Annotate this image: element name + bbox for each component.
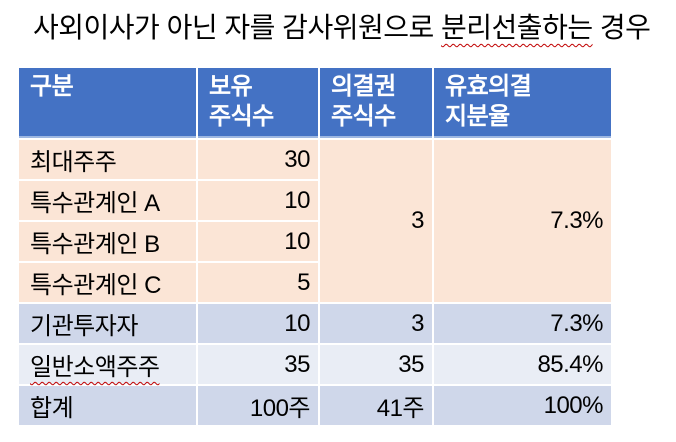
table-row-related-party-c: 특수관계인 C 5 [19,263,611,302]
cell-effective-ratio: 100% [434,386,611,425]
cell-category-misspelled: 일반소액주주 [30,354,160,381]
cell-voting-shares: 41주 [320,386,432,425]
col-header-held-shares: 보유 주식수 [198,68,318,138]
col-header-effective-ratio: 유효의결 지분율 [434,68,611,138]
cell-held-shares: 35 [198,345,318,384]
page-title-post: 경우 [592,12,651,43]
table-row-minority-shareholders: 일반소액주주 35 35 85.4% [19,345,611,384]
cell-held-shares: 5 [198,263,318,302]
col-header-category: 구분 [19,68,196,138]
cell-category: 합계 [19,386,196,425]
cell-voting-shares-merged: 3 [320,140,432,302]
cell-held-shares: 30 [198,140,318,179]
cell-held-shares: 10 [198,181,318,220]
page-title-pre: 사외이사가 아닌 자를 감사위원으로 [33,12,442,43]
header-row: 구분 보유 주식수 의결권 주식수 유효의결 지분율 [19,68,611,138]
page-title-misspelled-word: 분리선출하는 [441,12,593,43]
table-row-total: 합계 100주 41주 100% [19,386,611,425]
table-row-related-party-a: 특수관계인 A 10 [19,181,611,220]
page-title: 사외이사가 아닌 자를 감사위원으로 분리선출하는 경우 [33,10,651,46]
cell-effective-ratio-merged: 7.3% [434,140,611,302]
shareholder-table: 구분 보유 주식수 의결권 주식수 유효의결 지분율 최대주주 30 3 7.3… [17,66,613,427]
cell-category: 특수관계인 C [19,263,196,302]
cell-category: 특수관계인 A [19,181,196,220]
table-row-related-party-b: 특수관계인 B 10 [19,222,611,261]
cell-category: 특수관계인 B [19,222,196,261]
cell-category: 일반소액주주 [19,345,196,384]
cell-voting-shares: 35 [320,345,432,384]
cell-voting-shares: 3 [320,304,432,343]
cell-category: 최대주주 [19,140,196,179]
table-row-institutional-investor: 기관투자자 10 3 7.3% [19,304,611,343]
cell-held-shares: 100주 [198,386,318,425]
cell-effective-ratio: 7.3% [434,304,611,343]
cell-held-shares: 10 [198,222,318,261]
col-header-voting-shares: 의결권 주식수 [320,68,432,138]
cell-effective-ratio: 85.4% [434,345,611,384]
table-row-largest-shareholder: 최대주주 30 3 7.3% [19,140,611,302]
cell-held-shares: 10 [198,304,318,343]
cell-category: 기관투자자 [19,304,196,343]
